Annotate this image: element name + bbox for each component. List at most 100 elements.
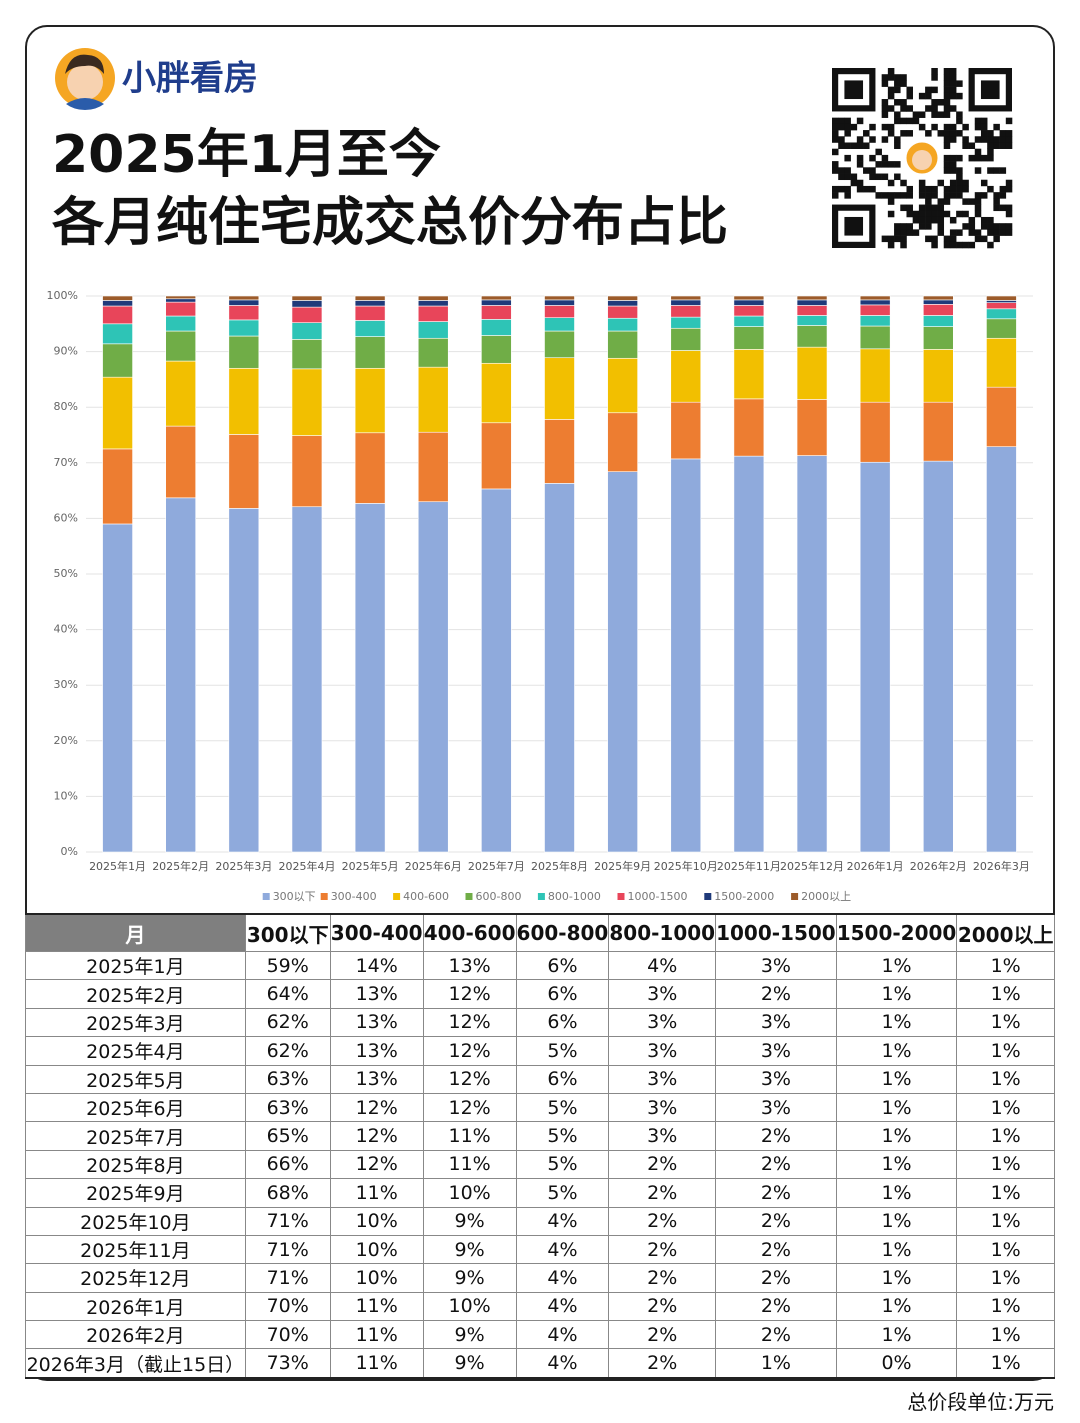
bar-segment [354,367,386,434]
qr-module [974,167,982,174]
value-cell: 5% [515,1178,610,1208]
bar-segment [607,305,638,319]
bar-segment [859,325,891,350]
legend-swatch [393,893,401,900]
value-cell: 11% [422,1149,517,1180]
value-cell: 1% [835,1064,958,1094]
qr-module [881,173,889,181]
qr-module [881,80,889,87]
value-cell: 9% [422,1206,517,1236]
value-cell: 9% [422,1234,517,1265]
qr-module [956,167,963,174]
value-cell: 2% [715,1263,837,1293]
x-tick-label: 2025年5月 [342,859,399,873]
qr-module [968,154,976,162]
qr-module [943,80,951,87]
bar-segment [291,506,323,853]
bar-segment [922,295,954,301]
qr-module [925,235,932,243]
bar-segment [228,335,260,369]
qr-module [863,167,870,174]
value-cell: 2% [608,1178,717,1208]
qr-module [937,223,945,230]
qr-module [918,92,926,100]
table-row: 2025年12月 71% 10% 9% 4% 2% 2% 1% 1% [25,1263,1055,1293]
value-cell: 11% [329,1291,424,1322]
qr-module [968,142,976,149]
qr-module [962,185,969,193]
qr-module [980,235,988,243]
month-cell: 2025年8月 [25,1149,246,1180]
qr-module [993,198,1000,205]
qr-module [881,74,889,81]
qr-module [962,241,969,249]
value-cell: 1% [835,1206,958,1236]
qr-module [881,161,889,168]
value-cell: 5% [515,1149,610,1180]
table-row: 2025年9月 68% 11% 10% 5% 2% 2% 1% 1% [25,1178,1055,1208]
qr-module [931,68,938,75]
bar-segment [544,330,575,359]
value-cell: 2% [608,1234,717,1265]
qr-module [962,142,969,149]
value-cell: 3% [608,1092,717,1123]
value-cell: 1% [715,1348,837,1379]
table-header-row: 月 300以下 300-400 400-600 600-800 800-1000 1000-… [25,913,1055,952]
qr-module [962,179,969,187]
qr-module [894,142,901,149]
bar-segment [291,300,323,308]
bar-segment [417,300,449,307]
qr-module [906,130,913,137]
qr-module [894,80,901,87]
qr-module [918,111,926,118]
value-cell: 6% [515,950,610,981]
y-tick-label: 70% [54,456,78,469]
value-cell: 13% [329,1036,424,1066]
value-cell: 10% [329,1206,424,1236]
bar-segment [607,330,638,359]
qr-module [987,229,994,236]
qr-module [980,192,988,199]
value-cell: 3% [608,1064,717,1094]
qr-module [956,210,963,218]
bar-segment [796,315,828,326]
qr-module [887,123,895,131]
value-cell: 4% [515,1263,610,1293]
qr-module [949,185,957,193]
qr-module [844,192,851,199]
value-cell: 10% [422,1291,517,1322]
qr-module [906,105,913,112]
qr-module [875,173,882,181]
bar-segment [986,318,1017,339]
bar-segment [796,299,828,306]
value-cell: 3% [608,979,717,1009]
value-cell: 3% [608,1121,717,1151]
qr-module [906,210,913,218]
qr-module [912,117,920,125]
value-cell: 12% [329,1121,424,1151]
qr-module [993,123,1000,131]
value-cell: 1% [956,1007,1055,1038]
qr-module [856,117,864,125]
value-cell: 1% [956,979,1055,1009]
qr-module [943,167,951,174]
value-cell: 9% [422,1320,517,1350]
qr-module [987,185,994,193]
qr-module [968,229,976,236]
qr-module [894,74,901,81]
bar-segment [670,295,702,301]
qr-module [887,161,895,168]
value-cell: 2% [715,1320,837,1350]
x-tick-label: 2025年4月 [278,859,335,873]
y-tick-label: 60% [54,511,78,524]
qr-module [1005,136,1013,143]
bar-segment [354,305,386,321]
bar-segment [228,299,260,306]
bar-segment [291,339,323,370]
legend-swatch [617,893,625,900]
qr-module [949,74,957,81]
title-line: 各月纯住宅成交总价分布占比 [52,193,728,253]
qr-module [900,80,907,87]
bar-segment [607,471,638,853]
